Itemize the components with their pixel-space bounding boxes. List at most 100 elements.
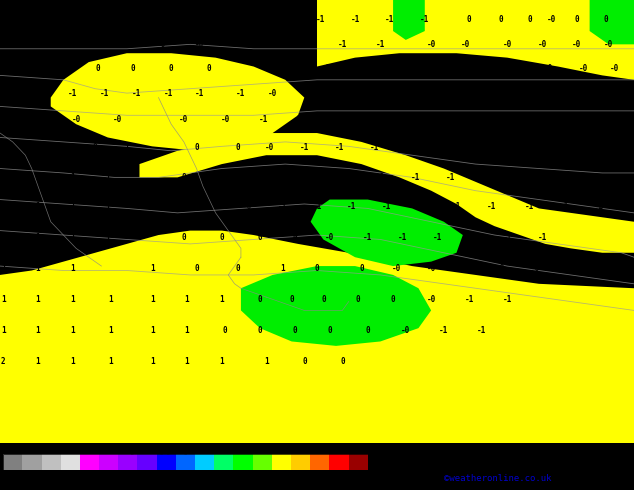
Text: 0: 0 xyxy=(314,264,320,273)
Text: -1: -1 xyxy=(300,143,309,152)
Text: 1: 1 xyxy=(184,326,190,335)
Text: -0: -0 xyxy=(436,64,445,73)
Text: 1: 1 xyxy=(70,295,75,304)
Text: -1: -1 xyxy=(411,173,420,182)
Text: 1: 1 xyxy=(1,326,6,335)
Polygon shape xyxy=(139,133,634,253)
Text: -0: -0 xyxy=(268,40,277,49)
Text: -0: -0 xyxy=(515,173,524,182)
Text: 1: 1 xyxy=(1,264,6,273)
Bar xyxy=(42,454,61,470)
Text: -2: -2 xyxy=(2,16,11,24)
Text: -1: -1 xyxy=(268,173,277,182)
Text: -1: -1 xyxy=(176,16,185,24)
Text: 1: 1 xyxy=(150,264,155,273)
Text: -54: -54 xyxy=(0,473,8,478)
Text: -1: -1 xyxy=(332,115,340,124)
Text: -2: -2 xyxy=(595,202,604,211)
Text: -36: -36 xyxy=(56,473,65,478)
Text: 1: 1 xyxy=(140,202,145,211)
Text: -0: -0 xyxy=(195,40,204,49)
Polygon shape xyxy=(311,199,463,266)
Text: 0: 0 xyxy=(174,473,178,478)
Text: 1: 1 xyxy=(36,264,41,273)
Bar xyxy=(80,454,99,470)
Bar xyxy=(195,454,214,470)
Text: 1: 1 xyxy=(36,233,41,242)
Text: 1: 1 xyxy=(108,326,113,335)
Text: -1: -1 xyxy=(477,326,486,335)
Text: 0: 0 xyxy=(194,264,199,273)
Text: -1: -1 xyxy=(278,202,287,211)
Text: -0: -0 xyxy=(481,173,489,182)
Text: 1: 1 xyxy=(70,202,75,211)
Text: -30: -30 xyxy=(75,473,84,478)
Text: -1: -1 xyxy=(376,173,385,182)
Polygon shape xyxy=(0,231,634,443)
Text: -1: -1 xyxy=(338,40,347,49)
Text: -1: -1 xyxy=(370,143,378,152)
Text: -0: -0 xyxy=(496,264,505,273)
Polygon shape xyxy=(51,53,304,151)
Text: -1: -1 xyxy=(538,233,547,242)
Text: -9: -9 xyxy=(37,115,46,124)
Text: -0: -0 xyxy=(515,115,524,124)
Text: -0: -0 xyxy=(370,115,378,124)
Text: -0: -0 xyxy=(179,115,188,124)
Text: -1: -1 xyxy=(382,202,391,211)
Text: -2: -2 xyxy=(30,16,39,24)
Text: -1: -1 xyxy=(607,143,616,152)
Text: -0: -0 xyxy=(544,64,553,73)
Text: -1: -1 xyxy=(2,40,11,49)
Bar xyxy=(176,454,195,470)
Text: -1: -1 xyxy=(420,89,429,98)
Text: -0: -0 xyxy=(474,143,483,152)
Polygon shape xyxy=(393,0,425,40)
Polygon shape xyxy=(241,266,431,346)
Text: -1: -1 xyxy=(385,16,394,24)
Text: -0: -0 xyxy=(401,326,410,335)
Text: 1: 1 xyxy=(264,357,269,366)
Text: 0: 0 xyxy=(603,16,608,24)
Text: 1: 1 xyxy=(36,326,41,335)
Bar xyxy=(119,454,138,470)
Text: -1: -1 xyxy=(68,89,77,98)
Text: 1: 1 xyxy=(105,202,110,211)
Text: 1: 1 xyxy=(219,357,224,366)
Text: -0: -0 xyxy=(230,173,239,182)
Text: 1: 1 xyxy=(280,264,285,273)
Bar xyxy=(291,454,310,470)
Text: 1: 1 xyxy=(150,326,155,335)
Text: -1: -1 xyxy=(2,89,11,98)
Text: 0: 0 xyxy=(257,326,262,335)
Text: -0: -0 xyxy=(563,89,572,98)
Text: -1: -1 xyxy=(446,173,455,182)
Text: -0: -0 xyxy=(550,173,559,182)
Text: -0: -0 xyxy=(446,115,455,124)
Text: -0: -0 xyxy=(493,89,502,98)
Text: -1: -1 xyxy=(487,202,496,211)
Text: 1: 1 xyxy=(61,143,66,152)
Text: 6: 6 xyxy=(193,473,197,478)
Text: 0: 0 xyxy=(574,16,579,24)
Text: -1: -1 xyxy=(107,16,115,24)
Text: 1: 1 xyxy=(150,357,155,366)
Text: -0: -0 xyxy=(531,264,540,273)
Text: 1: 1 xyxy=(150,295,155,304)
Bar xyxy=(272,454,291,470)
Polygon shape xyxy=(317,0,634,80)
Text: -1: -1 xyxy=(281,16,290,24)
Text: 0: 0 xyxy=(235,264,240,273)
Text: 30: 30 xyxy=(269,473,275,478)
Text: 1: 1 xyxy=(105,233,110,242)
Text: -0: -0 xyxy=(72,115,81,124)
Text: 0: 0 xyxy=(1,143,6,152)
Text: -1: -1 xyxy=(322,64,331,73)
Text: 1: 1 xyxy=(1,173,6,182)
Text: 0: 0 xyxy=(257,295,262,304)
Text: -0: -0 xyxy=(462,40,470,49)
Text: -1: -1 xyxy=(525,202,534,211)
Text: 0: 0 xyxy=(365,326,370,335)
Text: 0: 0 xyxy=(292,233,297,242)
Text: 0: 0 xyxy=(194,143,199,152)
